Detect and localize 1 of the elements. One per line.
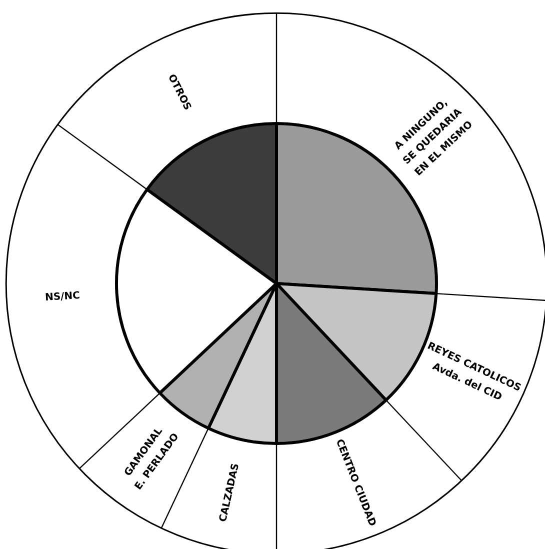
slice-label: NS/NC bbox=[44, 290, 80, 304]
